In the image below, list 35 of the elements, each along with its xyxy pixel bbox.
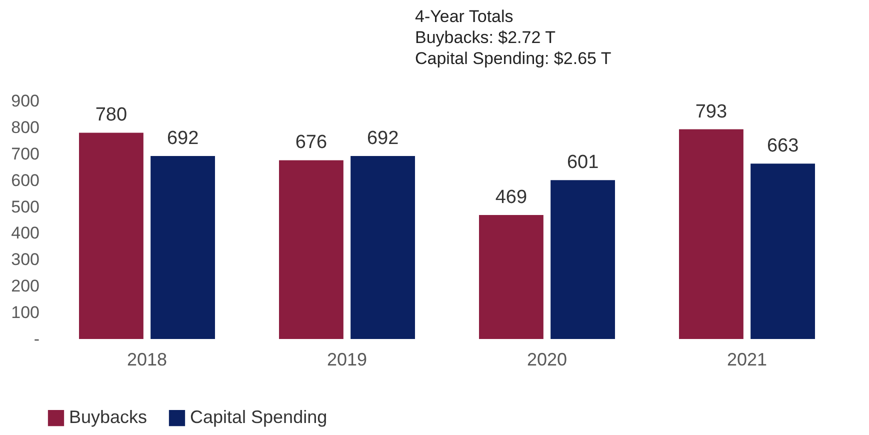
bar	[479, 214, 544, 339]
x-tick-label: 2021	[726, 350, 768, 370]
data-label: 663	[766, 136, 799, 157]
y-tick-label: 800	[11, 118, 40, 137]
y-tick-label: 700	[11, 144, 40, 164]
data-label: 692	[166, 128, 199, 150]
data-label: 780	[95, 104, 128, 126]
legend-label: Buybacks	[69, 407, 148, 427]
legend-label: Capital Spending	[190, 407, 328, 427]
x-tick-label: 2020	[526, 350, 568, 370]
y-tick-label: -	[34, 330, 40, 348]
bar	[279, 160, 344, 339]
bar	[750, 164, 815, 339]
text: 4-Year Totals	[415, 6, 514, 27]
y-tick-label: 200	[11, 276, 40, 296]
y-tick-label: 100	[11, 303, 40, 322]
bar	[679, 129, 744, 339]
bar	[150, 156, 215, 339]
x-tick-label: 2018	[126, 350, 168, 370]
x-tick-label: 2019	[326, 350, 368, 370]
y-tick-label: 500	[11, 197, 40, 216]
y-tick-label: 400	[11, 224, 40, 243]
text: Capital Spending: $2.65 T	[415, 48, 612, 69]
y-tick-label: 300	[11, 250, 40, 270]
bar	[350, 156, 415, 339]
data-label: 676	[295, 132, 328, 154]
y-tick-label: 600	[11, 170, 40, 190]
data-label: 469	[495, 186, 528, 208]
data-label: 793	[695, 101, 728, 122]
bar	[79, 132, 144, 339]
bar	[550, 180, 615, 339]
data-label: 601	[566, 152, 599, 174]
text: Buybacks: $2.72 T	[415, 27, 556, 48]
data-label: 692	[366, 128, 399, 150]
y-tick-label: 900	[11, 92, 40, 110]
